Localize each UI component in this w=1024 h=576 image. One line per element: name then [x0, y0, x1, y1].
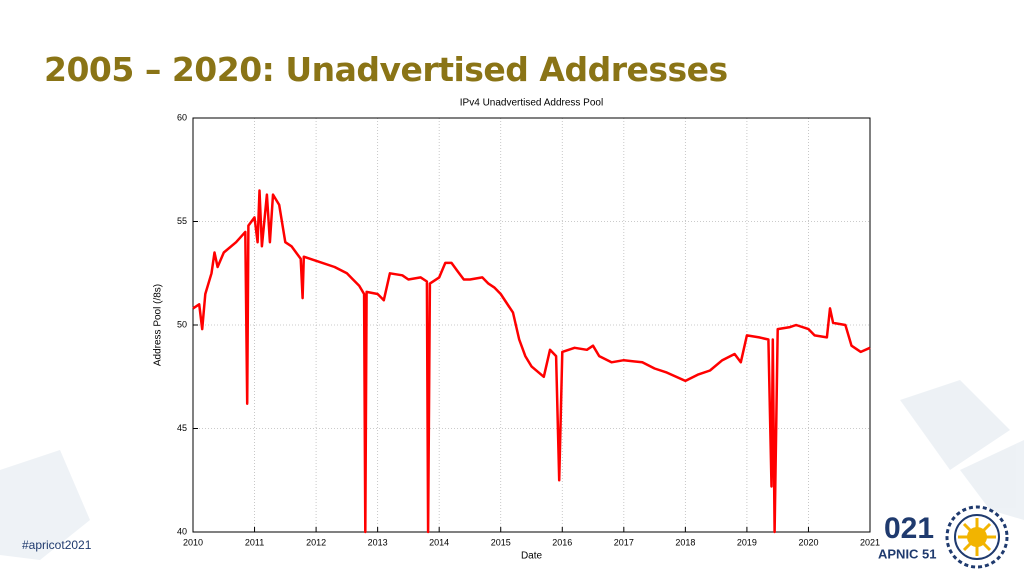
logo-year: 021 [884, 512, 934, 545]
x-tick-label: 2012 [306, 537, 326, 547]
plot-frame [192, 117, 871, 533]
y-axis-label: Address Pool (/8s) [153, 284, 164, 366]
hashtag: #apricot2021 [22, 538, 92, 552]
x-tick-label: 2014 [429, 537, 449, 547]
x-axis-label: Date [521, 551, 543, 562]
x-tick-label: 2017 [614, 537, 634, 547]
logo-sun [945, 505, 1009, 569]
x-tick-label: 2013 [368, 537, 388, 547]
x-tick-label: 2010 [183, 537, 203, 547]
y-tick-label: 50 [177, 319, 187, 329]
slide-title: 2005 – 2020: Unadvertised Addresses [44, 50, 728, 89]
y-tick-label: 45 [177, 423, 187, 433]
x-tick-label: 2019 [737, 537, 757, 547]
chart-title: IPv4 Unadvertised Address Pool [460, 98, 603, 109]
logo-name: APNIC 51 [878, 546, 937, 561]
y-tick-label: 40 [177, 526, 187, 536]
x-tick-label: 2016 [552, 537, 572, 547]
data-line [192, 189, 871, 534]
decoration [0, 380, 1024, 560]
y-tick-label: 55 [177, 216, 187, 226]
y-tick-label: 60 [177, 112, 187, 122]
x-tick-label: 2018 [675, 537, 695, 547]
x-tick-label: 2021 [860, 537, 880, 547]
x-tick-label: 2015 [491, 537, 511, 547]
x-tick-label: 2011 [245, 537, 264, 547]
x-tick-label: 2020 [798, 537, 818, 547]
